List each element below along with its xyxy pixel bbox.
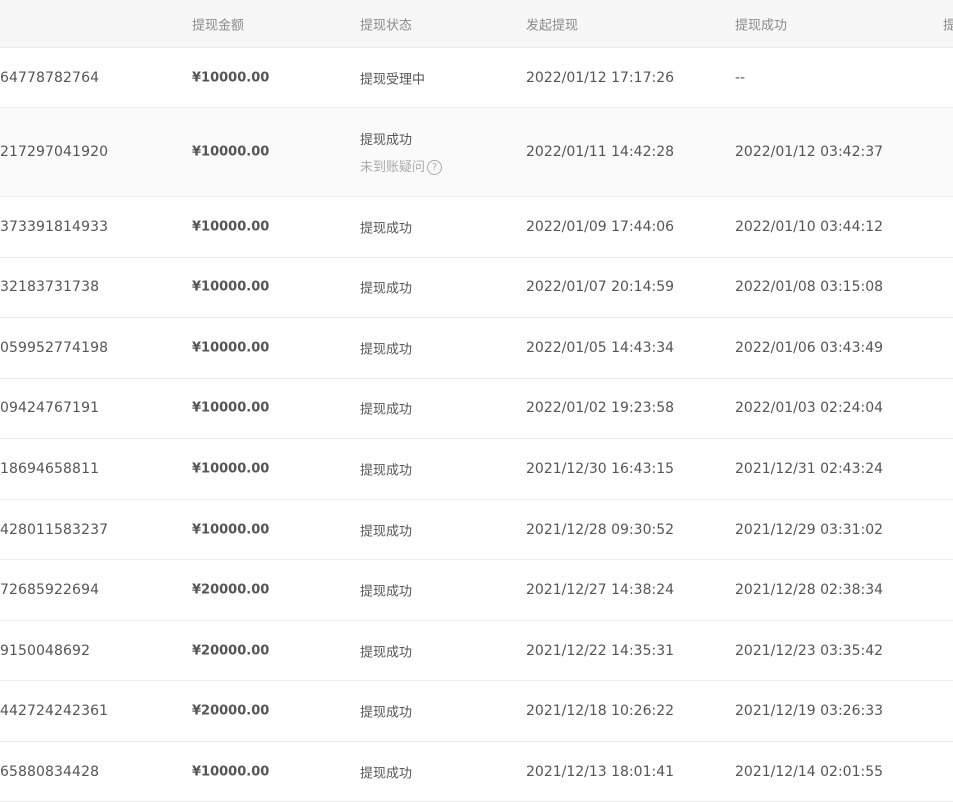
status: 提现成功	[360, 524, 413, 540]
start-time: 2022/01/12 17:17:26	[526, 69, 675, 86]
amount: ¥10000.00	[192, 144, 270, 160]
start-time: 2021/12/13 18:01:41	[526, 763, 675, 780]
success-time: 2021/12/14 02:01:55	[735, 763, 884, 780]
amount: ¥10000.00	[192, 461, 270, 477]
amount: ¥20000.00	[192, 582, 270, 598]
table-row: 72685922694 ¥20000.00 提现成功 2021/12/27 14:38…	[0, 560, 953, 621]
amount: ¥20000.00	[192, 703, 270, 719]
table-row: 09424767191 ¥10000.00 提现成功 2022/01/02 19:23…	[0, 379, 953, 440]
status: 提现成功	[360, 645, 413, 661]
table-row: 65880834428 ¥10000.00 提现成功 2021/12/13 18:01…	[0, 742, 953, 802]
order-id: 442724242361	[0, 703, 109, 720]
start-time: 2022/01/02 19:23:58	[526, 400, 675, 417]
start-time: 2022/01/09 17:44:06	[526, 218, 675, 235]
order-id: 65880834428	[0, 763, 100, 780]
order-id: 9150048692	[0, 642, 91, 659]
table-row: 9150048692 ¥20000.00 提现成功 2021/12/22 14:35:…	[0, 621, 953, 682]
amount: ¥10000.00	[192, 70, 270, 85]
header-amount: 提现金额	[192, 18, 245, 33]
start-time: 2021/12/18 10:26:22	[526, 703, 675, 720]
start-time: 2022/01/07 20:14:59	[526, 279, 675, 296]
amount: ¥10000.00	[192, 219, 270, 235]
order-id: 373391814933	[0, 218, 109, 235]
table-row: 059952774198 ¥10000.00 提现成功 2022/01/05 14:4…	[0, 318, 953, 379]
success-time: 2021/12/31 02:43:24	[735, 460, 884, 477]
inquiry-label: 未到账疑问	[360, 160, 426, 175]
success-time: 2022/01/10 03:44:12	[735, 218, 884, 235]
status: 提现成功	[360, 584, 413, 600]
status-cell: 提现成功未到账疑问?	[360, 129, 443, 175]
order-id: 32183731738	[0, 279, 100, 296]
start-time: 2021/12/30 16:43:15	[526, 460, 675, 477]
header-start-time: 发起提现	[526, 18, 579, 33]
success-time: 2021/12/28 02:38:34	[735, 582, 884, 599]
success-time: 2022/01/08 03:15:08	[735, 279, 884, 296]
status: 提现成功	[360, 221, 413, 237]
not-received-inquiry-link[interactable]: 未到账疑问?	[360, 156, 443, 175]
status: 提现成功	[360, 463, 413, 479]
success-time: 2021/12/19 03:26:33	[735, 703, 884, 720]
success-time: 2022/01/03 02:24:04	[735, 400, 884, 417]
table-header: 提现金额 提现状态 发起提现 提现成功 提	[0, 0, 953, 48]
success-time: 2021/12/23 03:35:42	[735, 642, 884, 659]
start-time: 2021/12/27 14:38:24	[526, 582, 675, 599]
table-row: 217297041920 ¥10000.00 提现成功未到账疑问? 2022/01/1…	[0, 108, 953, 197]
order-id: 64778782764	[0, 69, 100, 86]
amount: ¥10000.00	[192, 340, 270, 356]
order-id: 217297041920	[0, 144, 109, 160]
header-extra: 提	[943, 18, 953, 33]
table-row: 373391814933 ¥10000.00 提现成功 2022/01/09 17:4…	[0, 197, 953, 258]
order-id: 428011583237	[0, 521, 109, 538]
status: 提现成功	[360, 281, 413, 297]
amount: ¥10000.00	[192, 764, 270, 780]
order-id: 18694658811	[0, 460, 100, 477]
status: 提现成功	[360, 766, 413, 782]
amount: ¥10000.00	[192, 522, 270, 538]
table-row: 64778782764 ¥10000.00 提现受理中 2022/01/12 17:1…	[0, 48, 953, 108]
order-id: 059952774198	[0, 339, 109, 356]
success-time: 2022/01/06 03:43:49	[735, 339, 884, 356]
table-row: 442724242361 ¥20000.00 提现成功 2021/12/18 10:2…	[0, 681, 953, 742]
status: 提现成功	[360, 342, 413, 358]
status: 提现成功	[360, 402, 413, 418]
amount: ¥10000.00	[192, 400, 270, 416]
success-time: 2022/01/12 03:42:37	[735, 144, 884, 160]
start-time: 2022/01/05 14:43:34	[526, 339, 675, 356]
table-row: 18694658811 ¥10000.00 提现成功 2021/12/30 16:43…	[0, 439, 953, 500]
table-row: 32183731738 ¥10000.00 提现成功 2022/01/07 20:14…	[0, 258, 953, 319]
start-time: 2021/12/22 14:35:31	[526, 642, 675, 659]
status: 提现受理中	[360, 72, 426, 87]
order-id: 09424767191	[0, 400, 100, 417]
success-time: 2021/12/29 03:31:02	[735, 521, 884, 538]
amount: ¥10000.00	[192, 279, 270, 295]
help-icon[interactable]: ?	[427, 160, 443, 175]
header-status: 提现状态	[360, 18, 413, 33]
start-time: 2021/12/28 09:30:52	[526, 521, 675, 538]
header-success-time: 提现成功	[735, 18, 788, 33]
start-time: 2022/01/11 14:42:28	[526, 144, 675, 160]
success-time: --	[735, 69, 746, 86]
status: 提现成功	[360, 133, 413, 148]
order-id: 72685922694	[0, 582, 100, 599]
table-row: 428011583237 ¥10000.00 提现成功 2021/12/28 09:3…	[0, 500, 953, 561]
amount: ¥20000.00	[192, 643, 270, 659]
status: 提现成功	[360, 705, 413, 721]
